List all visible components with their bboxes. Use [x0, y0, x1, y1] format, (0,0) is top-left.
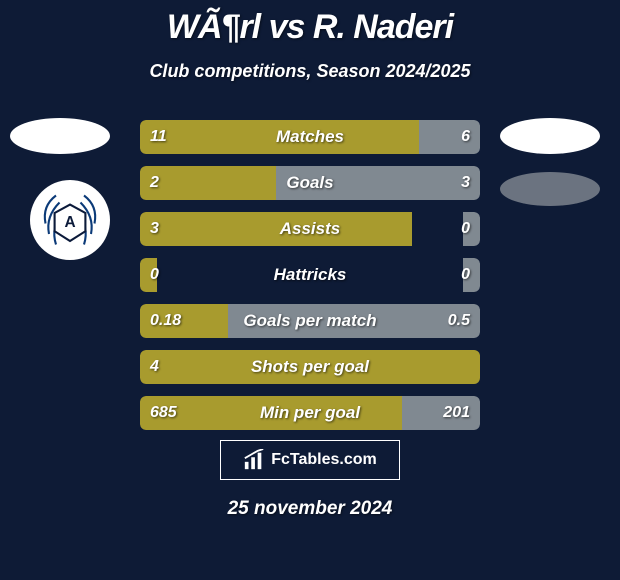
stat-value-left: 2	[150, 166, 159, 200]
stat-value-left: 4	[150, 350, 159, 384]
stat-value-left: 0.18	[150, 304, 181, 338]
player1-club-crest: A	[30, 180, 110, 260]
brand-chart-icon	[243, 449, 265, 471]
stat-row: Hattricks0 0	[140, 258, 480, 292]
player2-club-placeholder	[500, 172, 600, 206]
stat-metric-label: Goals per match	[140, 304, 480, 338]
stat-row: Goals per match0.18 0.5	[140, 304, 480, 338]
comparison-title: WÃ¶rl vs R. Naderi	[0, 0, 620, 47]
stat-row: Matches11 6	[140, 120, 480, 154]
stat-metric-label: Shots per goal	[140, 350, 480, 384]
stat-row: Assists3 0	[140, 212, 480, 246]
snapshot-date: 25 november 2024	[0, 498, 620, 520]
stat-value-right: 0	[461, 212, 470, 246]
stat-metric-label: Assists	[140, 212, 480, 246]
stat-value-left: 11	[150, 120, 167, 154]
crest-icon: A	[35, 185, 105, 255]
stat-value-left: 3	[150, 212, 159, 246]
stat-row: Shots per goal4	[140, 350, 480, 384]
stat-value-left: 685	[150, 396, 177, 430]
stat-metric-label: Min per goal	[140, 396, 480, 430]
stat-value-right: 0	[461, 258, 470, 292]
stat-metric-label: Hattricks	[140, 258, 480, 292]
player1-badge-placeholder	[10, 118, 110, 154]
brand-label: FcTables.com	[271, 451, 377, 469]
stat-metric-label: Matches	[140, 120, 480, 154]
season-subtitle: Club competitions, Season 2024/2025	[0, 61, 620, 82]
stat-value-right: 0.5	[448, 304, 470, 338]
stat-value-right: 3	[461, 166, 470, 200]
stat-row: Goals2 3	[140, 166, 480, 200]
stat-bars-container: Matches116Goals23Assists30Hattricks00Goa…	[140, 120, 480, 442]
stat-row: Min per goal685 201	[140, 396, 480, 430]
player2-badge-placeholder	[500, 118, 600, 154]
brand-box[interactable]: FcTables.com	[220, 440, 400, 480]
stat-metric-label: Goals	[140, 166, 480, 200]
stat-value-right: 6	[461, 120, 470, 154]
stat-value-left: 0	[150, 258, 159, 292]
stat-value-right: 201	[443, 396, 470, 430]
svg-text:A: A	[64, 214, 75, 231]
